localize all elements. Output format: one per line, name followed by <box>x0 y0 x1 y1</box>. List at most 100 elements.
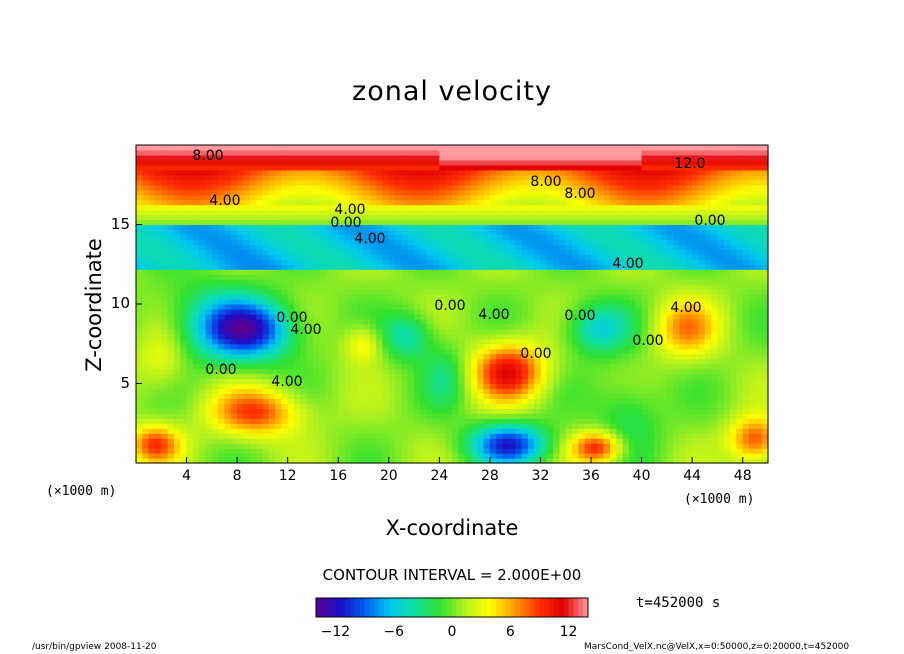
heatmap-cell <box>527 418 535 424</box>
heatmap-cell <box>363 373 371 380</box>
heatmap-cell <box>477 308 485 315</box>
heatmap-cell <box>262 289 270 295</box>
heatmap-cell <box>388 343 396 350</box>
heatmap-cell <box>591 453 598 459</box>
heatmap-cell <box>502 199 510 206</box>
heatmap-cell <box>243 269 251 275</box>
heatmap-cell <box>572 259 579 265</box>
heatmap-cell <box>287 398 295 404</box>
heatmap-cell <box>262 194 270 201</box>
heatmap-cell <box>262 373 270 380</box>
heatmap-cell <box>306 418 314 424</box>
heatmap-cell <box>622 368 630 375</box>
heatmap-cell <box>211 333 219 340</box>
heatmap-cell <box>565 194 573 201</box>
heatmap-cell <box>470 328 478 335</box>
heatmap-cell <box>591 184 598 191</box>
heatmap-cell <box>553 224 561 231</box>
heatmap-cell <box>357 388 365 395</box>
heatmap-cell <box>540 313 548 320</box>
heatmap-cell <box>363 323 371 330</box>
heatmap-cell <box>205 254 213 260</box>
heatmap-cell <box>572 164 579 171</box>
heatmap-cell <box>534 423 542 429</box>
heatmap-cell <box>610 408 617 414</box>
heatmap-cell <box>553 373 561 380</box>
heatmap-cell <box>363 294 371 300</box>
heatmap-cell <box>154 289 162 295</box>
heatmap-cell <box>622 249 630 255</box>
heatmap-cell <box>180 259 188 265</box>
heatmap-cell <box>610 164 617 171</box>
heatmap-cell <box>508 313 516 320</box>
heatmap-cell <box>237 348 245 355</box>
heatmap-cell <box>407 443 415 449</box>
heatmap-cell <box>218 244 226 250</box>
heatmap-cell <box>237 145 245 151</box>
heatmap-cell <box>483 249 491 255</box>
heatmap-cell <box>148 323 156 330</box>
heatmap-cell <box>167 169 175 176</box>
heatmap-cell <box>414 204 421 211</box>
heatmap-cell <box>268 423 276 429</box>
heatmap-cell <box>445 448 453 454</box>
heatmap-cell <box>211 318 219 325</box>
heatmap-cell <box>369 239 377 245</box>
heatmap-cell <box>319 304 327 310</box>
heatmap-cell <box>306 199 314 206</box>
heatmap-cell <box>312 393 320 400</box>
heatmap-cell <box>546 154 554 161</box>
heatmap-cell <box>281 398 289 404</box>
heatmap-cell <box>338 418 346 424</box>
heatmap-cell <box>584 388 592 395</box>
heatmap-cell <box>534 174 542 181</box>
heatmap-cell <box>483 264 491 270</box>
heatmap-cell <box>414 458 421 464</box>
heatmap-cell <box>243 323 251 330</box>
heatmap-cell <box>376 358 384 365</box>
heatmap-cell <box>294 393 301 400</box>
heatmap-cell <box>237 189 245 196</box>
heatmap-cell <box>142 408 150 414</box>
heatmap-cell <box>344 418 352 424</box>
heatmap-cell <box>445 308 453 315</box>
heatmap-cell <box>205 308 213 315</box>
heatmap-cell <box>268 393 276 400</box>
heatmap-cell <box>154 428 162 434</box>
heatmap-cell <box>306 184 314 191</box>
heatmap-cell <box>243 428 251 434</box>
heatmap-cell <box>224 174 232 181</box>
heatmap-cell <box>224 234 232 241</box>
heatmap-cell <box>275 318 282 325</box>
heatmap-cell <box>540 274 548 280</box>
heatmap-cell <box>540 284 548 290</box>
heatmap-cell <box>243 423 251 429</box>
heatmap-cell <box>142 313 150 320</box>
heatmap-cell <box>262 145 270 151</box>
heatmap-cell <box>218 304 226 310</box>
heatmap-cell <box>161 284 169 290</box>
heatmap-cell <box>565 333 573 340</box>
heatmap-cell <box>192 313 200 320</box>
heatmap-cell <box>294 164 301 171</box>
heatmap-cell <box>433 333 440 340</box>
heatmap-cell <box>350 249 358 255</box>
heatmap-cell <box>306 259 314 265</box>
heatmap-cell <box>496 423 504 429</box>
heatmap-cell <box>540 333 548 340</box>
heatmap-cell <box>192 388 200 395</box>
heatmap-cell <box>546 289 554 295</box>
heatmap-cell <box>281 249 289 255</box>
heatmap-cell <box>306 393 314 400</box>
heatmap-cell <box>256 259 263 265</box>
heatmap-cell <box>616 333 624 340</box>
heatmap-cell <box>275 169 282 176</box>
heatmap-cell <box>287 254 295 260</box>
heatmap-cell <box>136 194 143 201</box>
heatmap-cell <box>218 398 226 404</box>
heatmap-cell <box>540 159 548 166</box>
heatmap-cell <box>312 179 320 186</box>
heatmap-cell <box>312 443 320 449</box>
heatmap-cell <box>388 368 396 375</box>
heatmap-cell <box>161 313 169 320</box>
